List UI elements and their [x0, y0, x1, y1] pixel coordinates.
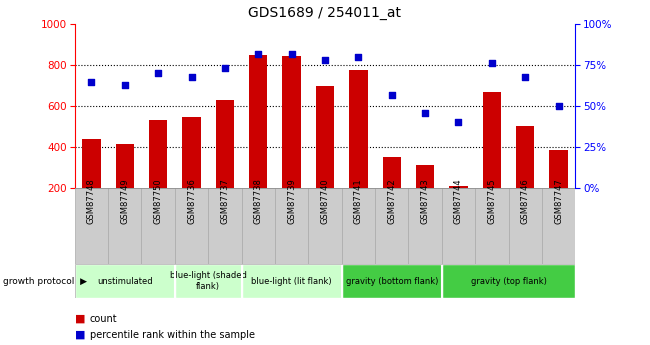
Text: count: count	[90, 314, 117, 324]
Text: GSM87748: GSM87748	[87, 179, 96, 225]
Point	[187, 74, 197, 79]
Text: GSM87738: GSM87738	[254, 179, 263, 225]
Bar	[216, 100, 234, 188]
Text: GSM87740: GSM87740	[320, 179, 330, 225]
Text: blue-light (shaded
flank): blue-light (shaded flank)	[170, 271, 246, 291]
Point	[353, 54, 363, 60]
Text: growth protocol  ▶: growth protocol ▶	[3, 277, 87, 286]
Text: ■: ■	[75, 330, 85, 339]
Text: unstimulated: unstimulated	[97, 277, 153, 286]
Point	[120, 82, 130, 88]
Text: gravity (top flank): gravity (top flank)	[471, 277, 547, 286]
Title: GDS1689 / 254011_at: GDS1689 / 254011_at	[248, 6, 402, 20]
FancyBboxPatch shape	[542, 188, 575, 264]
Point	[420, 110, 430, 115]
FancyBboxPatch shape	[142, 188, 175, 264]
FancyBboxPatch shape	[208, 188, 242, 264]
Point	[220, 66, 230, 71]
FancyBboxPatch shape	[75, 188, 108, 264]
Text: GSM87747: GSM87747	[554, 179, 563, 225]
Point	[487, 61, 497, 66]
Point	[153, 70, 163, 76]
Bar	[416, 166, 434, 188]
FancyBboxPatch shape	[375, 188, 408, 264]
FancyBboxPatch shape	[108, 188, 142, 264]
FancyBboxPatch shape	[475, 188, 508, 264]
Text: percentile rank within the sample: percentile rank within the sample	[90, 330, 255, 339]
Point	[86, 79, 97, 84]
Point	[320, 57, 330, 63]
Text: GSM87746: GSM87746	[521, 179, 530, 225]
Bar	[283, 56, 301, 188]
Text: GSM87744: GSM87744	[454, 179, 463, 225]
FancyBboxPatch shape	[508, 188, 542, 264]
Text: GSM87745: GSM87745	[488, 179, 497, 225]
Bar	[349, 70, 367, 188]
Point	[453, 120, 463, 125]
Text: GSM87749: GSM87749	[120, 179, 129, 225]
Text: GSM87736: GSM87736	[187, 179, 196, 225]
FancyBboxPatch shape	[242, 264, 342, 298]
FancyBboxPatch shape	[308, 188, 342, 264]
FancyBboxPatch shape	[442, 264, 575, 298]
FancyBboxPatch shape	[175, 188, 208, 264]
Bar	[516, 126, 534, 188]
Bar	[383, 157, 401, 188]
Bar	[116, 144, 134, 188]
Bar	[183, 117, 201, 188]
Text: ■: ■	[75, 314, 85, 324]
FancyBboxPatch shape	[242, 188, 275, 264]
Text: gravity (bottom flank): gravity (bottom flank)	[346, 277, 438, 286]
FancyBboxPatch shape	[342, 264, 442, 298]
FancyBboxPatch shape	[275, 188, 308, 264]
FancyBboxPatch shape	[175, 264, 242, 298]
Bar	[483, 92, 501, 188]
Point	[287, 51, 297, 56]
Point	[253, 51, 263, 56]
FancyBboxPatch shape	[408, 188, 442, 264]
Bar	[149, 120, 167, 188]
Bar	[549, 150, 567, 188]
Text: GSM87741: GSM87741	[354, 179, 363, 225]
Text: blue-light (lit flank): blue-light (lit flank)	[252, 277, 332, 286]
Point	[520, 74, 530, 79]
FancyBboxPatch shape	[342, 188, 375, 264]
Text: GSM87737: GSM87737	[220, 179, 229, 225]
Point	[553, 103, 564, 109]
Point	[387, 92, 397, 97]
Bar	[449, 186, 467, 188]
FancyBboxPatch shape	[75, 264, 175, 298]
Text: GSM87742: GSM87742	[387, 179, 396, 225]
Bar	[83, 139, 101, 188]
Text: GSM87750: GSM87750	[153, 179, 162, 225]
Text: GSM87743: GSM87743	[421, 179, 430, 225]
FancyBboxPatch shape	[442, 188, 475, 264]
Text: GSM87739: GSM87739	[287, 179, 296, 225]
Bar	[316, 86, 334, 188]
Bar	[249, 55, 267, 188]
